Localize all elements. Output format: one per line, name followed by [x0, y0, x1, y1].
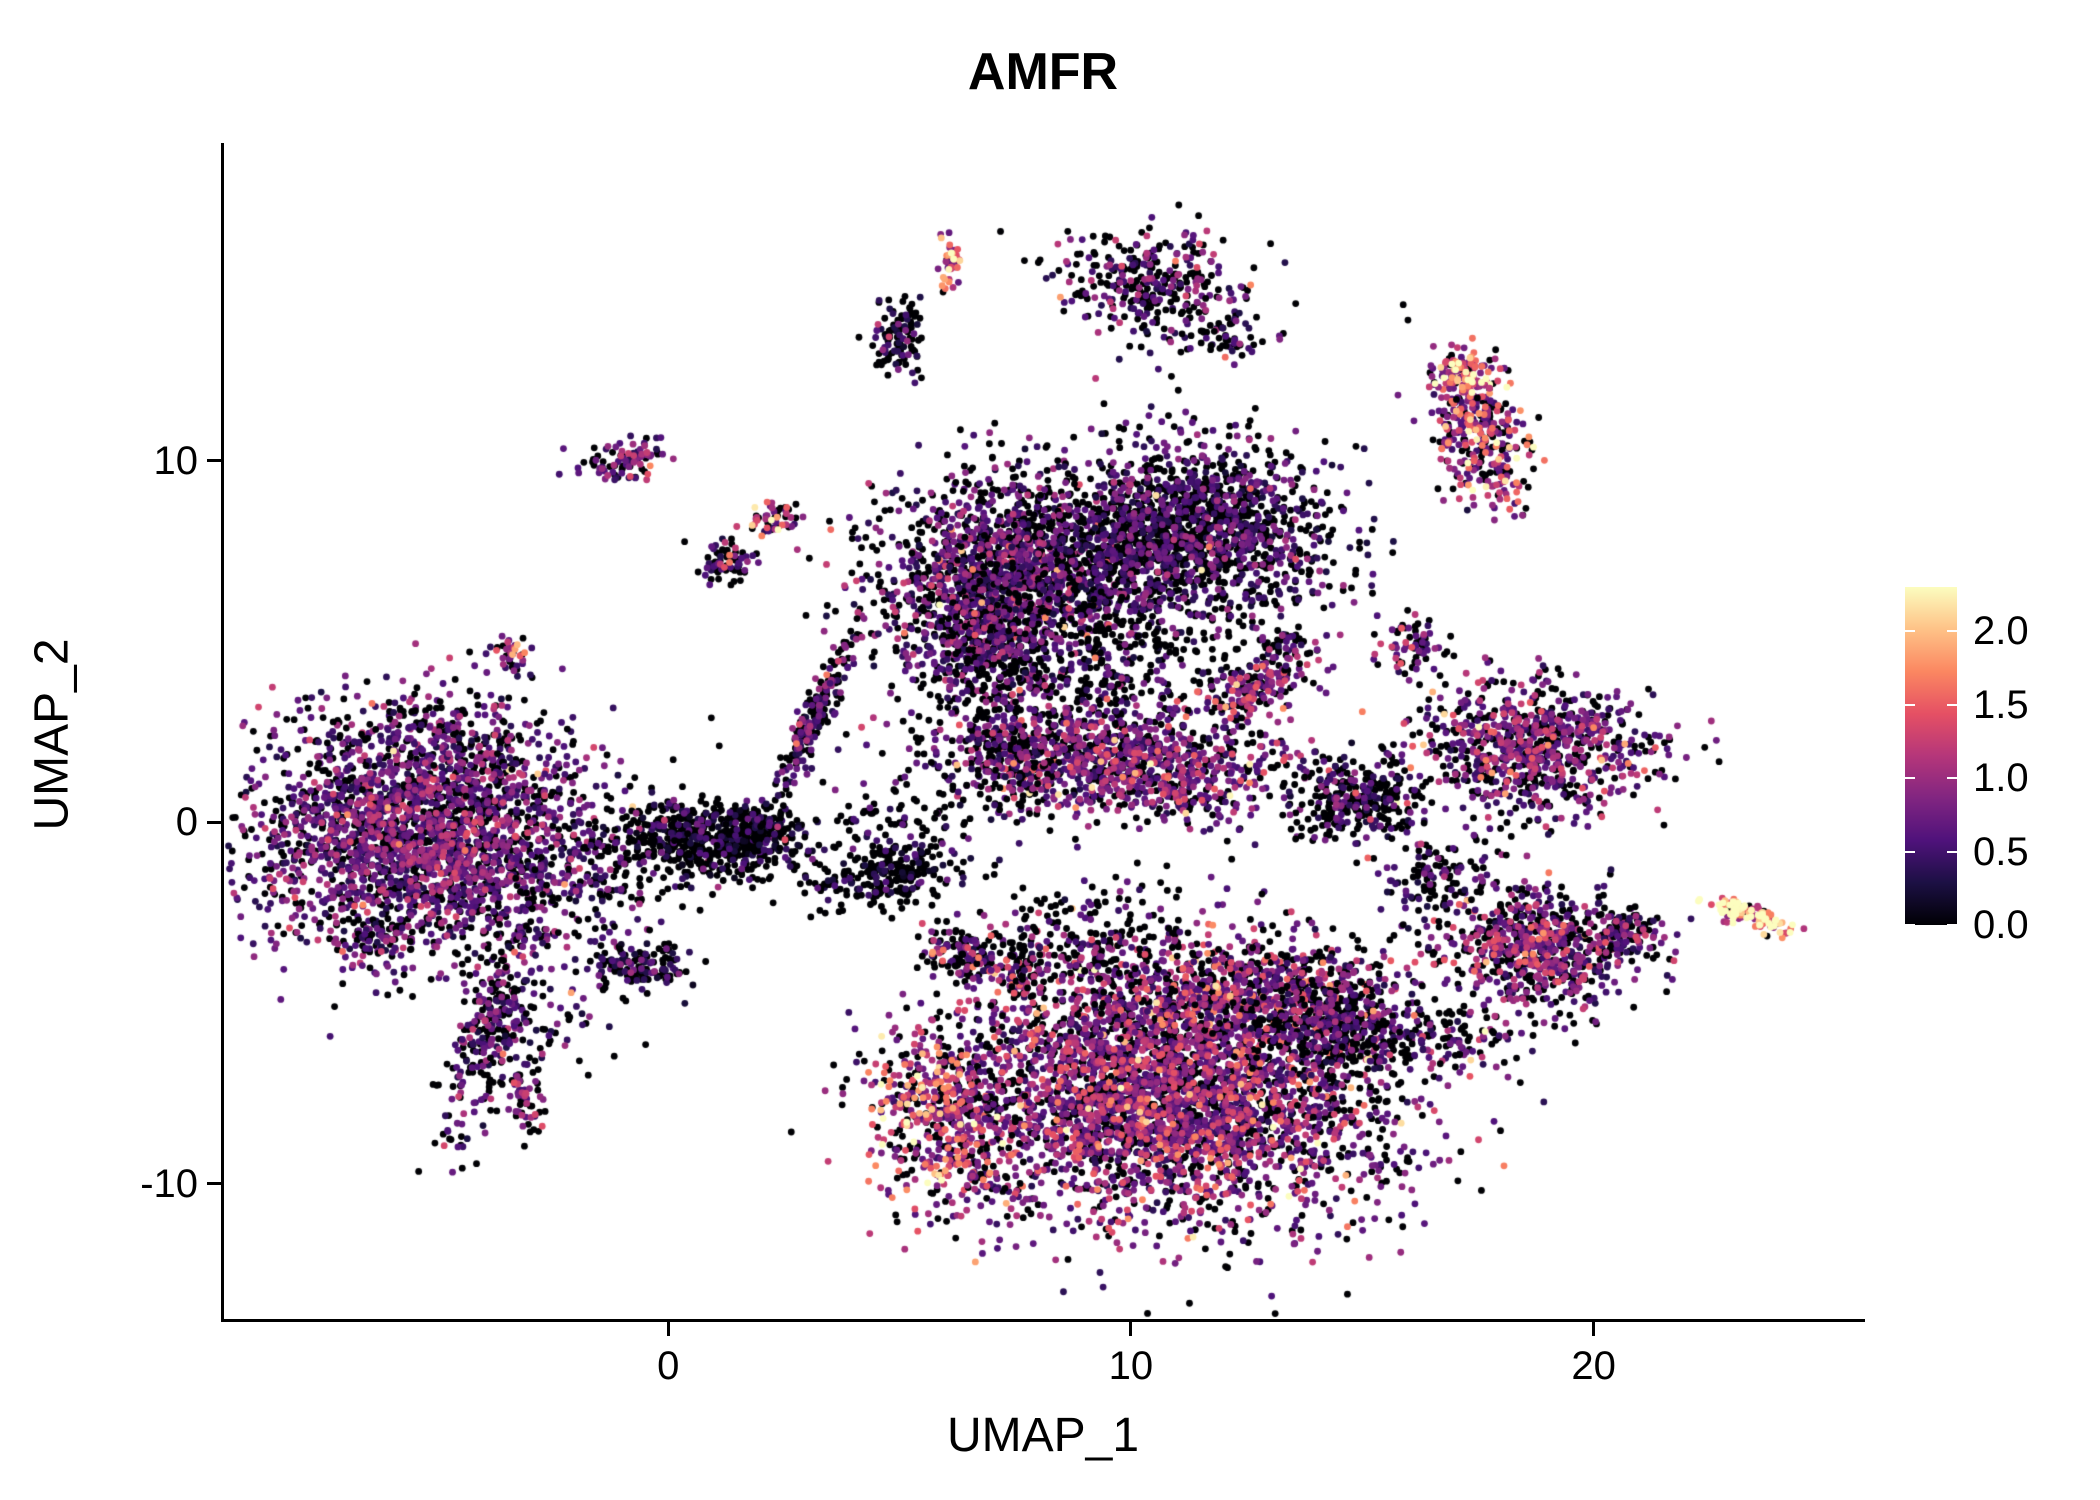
x-tick-mark [1129, 1322, 1133, 1336]
x-tick-label: 20 [1571, 1344, 1616, 1388]
y-tick-mark [207, 459, 221, 463]
colorbar-gradient [1905, 587, 1957, 925]
colorbar-tick-mark [1947, 630, 1957, 633]
colorbar-tick-mark [1947, 924, 1957, 926]
colorbar-tick-mark [1905, 777, 1915, 780]
colorbar-tick-label: 1.5 [1973, 682, 2029, 727]
colorbar-tick-label: 2.0 [1973, 609, 2029, 654]
colorbar-tick-label: 0.5 [1973, 829, 2029, 874]
colorbar-tick-mark [1905, 630, 1915, 633]
colorbar-tick-mark [1947, 703, 1957, 706]
y-tick-label: -10 [140, 1161, 198, 1206]
colorbar-tick-mark [1905, 850, 1915, 853]
x-tick-mark [666, 1322, 670, 1336]
colorbar-tick-mark [1905, 703, 1915, 706]
y-axis-line [221, 143, 224, 1322]
y-axis-title: UMAP_2 [25, 638, 79, 831]
colorbar-tick-mark [1947, 777, 1957, 780]
plot-panel [224, 143, 1862, 1319]
umap-scatter-canvas [224, 143, 1862, 1319]
x-tick-label: 10 [1108, 1344, 1154, 1388]
chart-title: AMFR [967, 43, 1119, 101]
y-tick-label: 10 [153, 438, 199, 483]
y-tick-mark [207, 820, 221, 824]
colorbar-tick-label: 0.0 [1973, 903, 2029, 947]
x-tick-label: 0 [657, 1344, 680, 1388]
colorbar-tick-mark [1905, 924, 1915, 926]
colorbar-tick-label: 1.0 [1973, 756, 2029, 801]
colorbar-legend: 2.0 1.5 1.0 0.5 0.0 [1905, 587, 2095, 947]
y-tick-label: 0 [175, 800, 198, 845]
colorbar-tick-mark [1947, 850, 1957, 853]
x-axis-title: UMAP_1 [946, 1409, 1140, 1462]
y-tick-mark [207, 1182, 221, 1186]
x-axis-line [221, 1319, 1865, 1322]
x-tick-mark [1592, 1322, 1596, 1336]
